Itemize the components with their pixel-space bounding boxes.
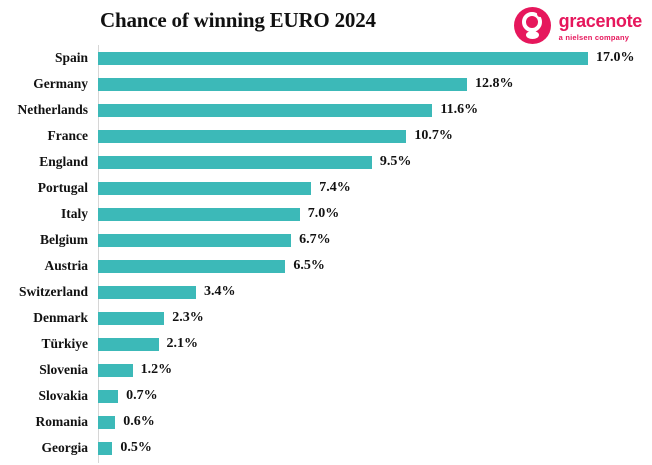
chart-row: Germany 12.8% [0,71,652,97]
category-label: Türkiye [41,336,88,351]
category-label: Germany [33,76,88,91]
bar [98,207,300,221]
value-label: 6.7% [299,232,331,247]
bar [98,311,165,325]
value-label: 17.0% [596,50,635,65]
chart-row: Romania 0.6% [0,409,652,435]
value-label: 6.5% [293,258,325,273]
value-label: 0.6% [123,414,155,429]
value-label: 0.7% [126,388,158,403]
category-label: Portugal [37,180,88,195]
value-label: 10.7% [414,128,453,143]
chart-row: Belgium 6.7% [0,227,652,253]
y-axis-line [98,45,99,463]
chart-row: Georgia 0.5% [0,435,652,461]
chart-row: Slovakia 0.7% [0,383,652,409]
chart-row: Austria 6.5% [0,253,652,279]
value-label: 3.4% [204,284,236,299]
category-label: Denmark [33,310,88,325]
category-label: Switzerland [19,284,88,299]
category-label: Austria [44,258,89,273]
chart-row: France 10.7% [0,123,652,149]
logo-tagline: a nielsen company [558,33,630,42]
bar [98,337,159,351]
gracenote-logo-icon [513,7,551,44]
bar [98,181,312,195]
category-label: Netherlands [17,102,89,117]
bar [98,363,133,377]
category-label: Spain [54,50,88,65]
bar [98,103,433,117]
bar [98,129,407,143]
value-label: 2.3% [172,310,204,325]
category-label: Georgia [41,440,89,455]
value-label: 12.8% [474,76,514,91]
category-label: Slovakia [38,388,88,403]
category-label: Slovenia [39,362,88,377]
chart-row: Denmark 2.3% [0,305,652,331]
bar [98,51,588,65]
bar [98,233,292,247]
logo-ring-shape [521,12,542,32]
gracenote-logo: gracenote a nielsen company [513,7,643,44]
chart-row: Slovenia 1.2% [0,357,652,383]
chart-row: Switzerland 3.4% [0,279,652,305]
bar [98,389,119,403]
logo-text: gracenote a nielsen company [558,7,643,42]
value-label: 0.5% [120,440,152,455]
category-label: Romania [35,414,88,429]
category-label: England [39,154,88,169]
bar [98,259,286,273]
value-label: 1.2% [140,362,173,377]
chart-rows: Spain 17.0% Germany 12.8% Netherlands 11… [0,45,652,461]
value-label: 7.4% [319,180,351,195]
bar [98,77,467,91]
logo-white-dot-shape [525,31,539,39]
logo-brand-name: gracenote [558,11,643,31]
bar [98,415,116,429]
bar [98,155,372,169]
bar-chart: Spain 17.0% Germany 12.8% Netherlands 11… [0,45,652,463]
value-label: 7.0% [307,206,340,221]
logo-pink-dot-shape [536,11,543,17]
chart-row: Italy 7.0% [0,201,652,227]
category-label: Italy [61,206,88,221]
category-label: France [47,128,88,143]
category-label: Belgium [39,232,88,247]
bar [98,285,196,299]
bar [98,441,113,455]
chart-row: Netherlands 11.6% [0,97,652,123]
value-label: 11.6% [440,102,479,117]
chart-row: Spain 17.0% [0,45,652,71]
chart-row: England 9.5% [0,149,652,175]
chart-row: Portugal 7.4% [0,175,652,201]
value-label: 2.1% [166,336,199,351]
value-label: 9.5% [379,154,412,169]
page-title: Chance of winning EURO 2024 [100,8,376,32]
chart-row: Türkiye 2.1% [0,331,652,357]
